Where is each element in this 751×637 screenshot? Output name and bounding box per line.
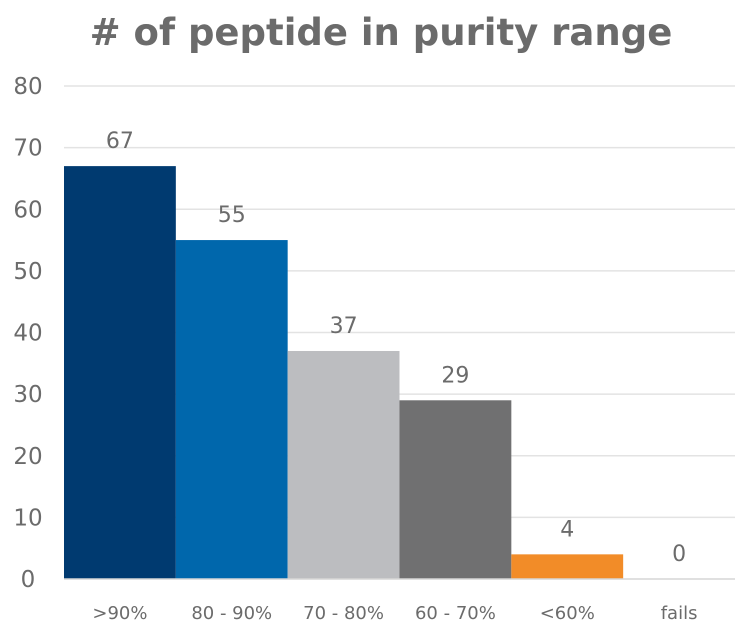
- y-tick-label-20: 20: [13, 444, 42, 470]
- x-axis-tick-labels: >90% 80 - 90% 70 - 80% 60 - 70% <60% fails: [92, 603, 697, 624]
- x-tick-label-3: 60 - 70%: [415, 603, 496, 624]
- bars: [64, 166, 624, 580]
- bar-1: [175, 240, 288, 579]
- data-label-3: 29: [441, 363, 469, 388]
- bar-3: [399, 400, 512, 579]
- x-tick-label-0: >90%: [92, 603, 147, 624]
- y-axis-tick-labels: 0 10 20 30 40 50 60 70 80: [13, 74, 42, 593]
- y-tick-label-40: 40: [13, 321, 42, 347]
- data-label-2: 37: [330, 314, 358, 339]
- chart-title: # of peptide in purity range: [90, 11, 673, 54]
- y-tick-label-10: 10: [13, 505, 42, 531]
- x-tick-label-5: fails: [661, 603, 698, 624]
- bar-4: [511, 554, 624, 579]
- x-tick-label-2: 70 - 80%: [303, 603, 384, 624]
- y-tick-label-0: 0: [21, 567, 36, 593]
- y-tick-label-80: 80: [13, 74, 42, 100]
- y-tick-label-30: 30: [13, 382, 42, 408]
- bar-2: [287, 350, 400, 579]
- y-tick-label-50: 50: [13, 259, 42, 285]
- bar-0: [64, 166, 176, 580]
- data-labels: 67 55 37 29 4 0: [106, 129, 686, 567]
- y-tick-label-60: 60: [13, 197, 42, 223]
- x-tick-label-1: 80 - 90%: [191, 603, 272, 624]
- x-tick-label-4: <60%: [540, 603, 595, 624]
- data-label-4: 4: [560, 517, 574, 542]
- data-label-1: 55: [218, 203, 246, 228]
- data-label-0: 67: [106, 129, 134, 154]
- data-label-5: 0: [672, 542, 686, 567]
- y-tick-label-70: 70: [13, 136, 42, 162]
